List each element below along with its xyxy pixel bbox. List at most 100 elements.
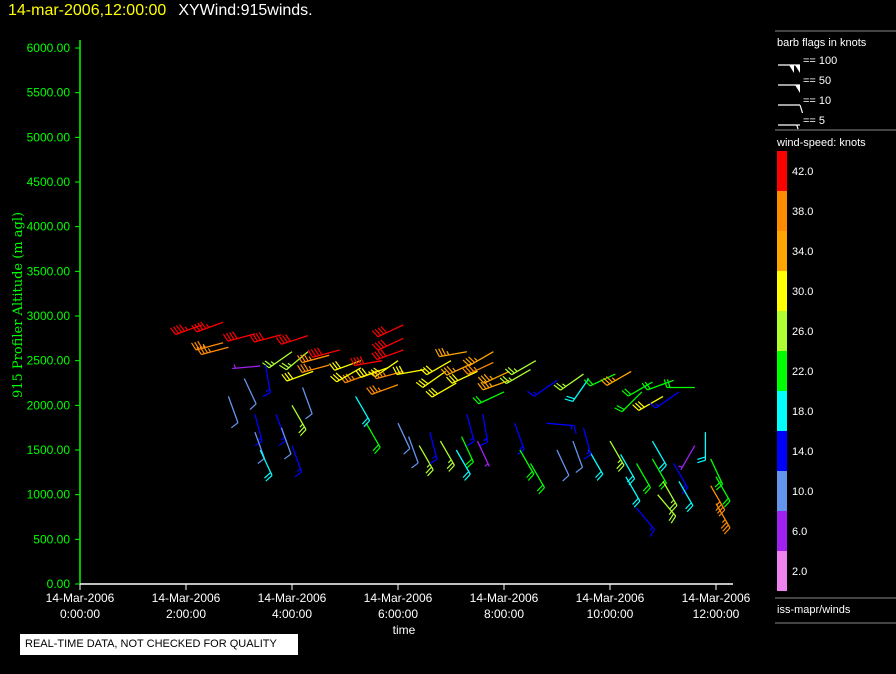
- barb-full: [434, 348, 440, 357]
- barb-staff: [377, 337, 404, 351]
- barb-staff: [636, 507, 655, 530]
- barb-staff: [371, 384, 399, 395]
- barb-half: [562, 383, 567, 387]
- wind-barb: [280, 427, 292, 460]
- barb-full: [395, 366, 401, 375]
- barb-half: [586, 451, 591, 455]
- barb-full: [536, 484, 544, 492]
- y-tick-label: 2000.00: [27, 398, 71, 412]
- wind-barb: [429, 431, 438, 465]
- barb-staff: [635, 463, 652, 488]
- barb-half: [207, 348, 212, 353]
- barb-full: [527, 390, 535, 397]
- wind-barb: [297, 353, 330, 364]
- barb-full: [398, 365, 404, 374]
- barb-full: [595, 471, 602, 479]
- barb-half: [474, 357, 478, 362]
- wind-barb: [678, 480, 694, 513]
- barb-legend-label: == 100: [803, 55, 837, 67]
- wind-barb: [504, 360, 537, 376]
- barb-full: [350, 357, 356, 366]
- barb-staff: [201, 346, 229, 356]
- y-tick-label: 1500.00: [27, 443, 71, 457]
- wind-barb: [249, 332, 282, 343]
- barb-full: [596, 473, 604, 481]
- color-bin-label: 26.0: [792, 326, 813, 338]
- barb-half: [287, 362, 292, 367]
- barb-half: [649, 526, 653, 531]
- barb-half: [519, 446, 524, 450]
- barb-staff: [451, 370, 478, 384]
- barb-staff: [376, 349, 404, 361]
- wind-barb: [425, 382, 457, 398]
- barb-full: [670, 515, 677, 524]
- barb-full: [194, 323, 201, 332]
- barb-full: [377, 340, 385, 348]
- barb-half: [351, 375, 355, 380]
- barb-staff: [476, 440, 490, 467]
- barb-full: [616, 462, 623, 470]
- wind-barb: [583, 373, 616, 387]
- barb-half: [533, 391, 538, 396]
- wind-barb: [461, 436, 475, 469]
- barb-full: [229, 332, 235, 340]
- wind-barb: [527, 379, 558, 397]
- wind-barb: [657, 494, 677, 524]
- wind-barb: [281, 370, 314, 382]
- wind-barb: [418, 445, 434, 477]
- x-tick-time: 10:00:00: [587, 607, 634, 621]
- barb-legend-item: == 100: [778, 55, 837, 73]
- wind-barb: [275, 414, 287, 447]
- barb-half: [489, 382, 493, 387]
- x-tick-time: 8:00:00: [484, 607, 524, 621]
- barb-half: [205, 323, 210, 328]
- wind-barb: [479, 414, 489, 447]
- wind-barb: [407, 436, 419, 469]
- x-tick-date: 14-Mar-2006: [470, 591, 539, 605]
- wind-barb: [476, 440, 490, 467]
- barb-full: [232, 331, 238, 339]
- barb-half: [483, 438, 488, 442]
- wind-barb: [609, 440, 625, 472]
- barb-staff: [259, 449, 273, 476]
- barb-full: [502, 375, 510, 383]
- barb-full: [418, 380, 426, 387]
- barb-full: [332, 374, 340, 381]
- barb-full: [374, 351, 381, 359]
- barb-staff: [426, 360, 452, 376]
- plot-title: 14-mar-2006,12:00:00 XYWind:915winds.: [8, 2, 313, 20]
- barb-full: [637, 401, 645, 408]
- barb-full: [644, 381, 651, 390]
- barb-full: [297, 355, 303, 363]
- barb-full: [258, 332, 265, 340]
- wind-barb: [529, 463, 546, 495]
- wind-barb: [499, 369, 531, 385]
- barb-full: [371, 330, 379, 338]
- wind-barb: [648, 391, 680, 409]
- barb-half: [654, 403, 659, 407]
- barb-full: [425, 390, 433, 398]
- barb-full: [697, 456, 706, 461]
- barb-full: [697, 459, 706, 464]
- wind-barb: [366, 384, 399, 395]
- barb-full: [477, 376, 485, 384]
- barb-full: [526, 471, 533, 479]
- barb-full: [685, 502, 692, 510]
- barb-staff: [175, 324, 203, 336]
- wind-barb: [371, 337, 404, 351]
- x-tick-time: 6:00:00: [378, 607, 418, 621]
- barb-staff: [609, 440, 625, 466]
- barb-full: [361, 417, 369, 425]
- wind-barb: [301, 387, 313, 420]
- barb-full: [425, 365, 433, 372]
- barb-full: [179, 324, 186, 332]
- color-bin-label: 18.0: [792, 406, 813, 418]
- barb-staff: [196, 321, 224, 333]
- barb-full: [281, 362, 290, 369]
- barb-staff: [627, 381, 653, 397]
- wind-barb: [519, 449, 535, 481]
- barb-full: [686, 505, 694, 513]
- barb-full: [411, 462, 419, 469]
- quality-notice: REAL-TIME DATA, NOT CHECKED FOR QUALITY: [20, 634, 298, 655]
- wind-barb: [477, 370, 510, 384]
